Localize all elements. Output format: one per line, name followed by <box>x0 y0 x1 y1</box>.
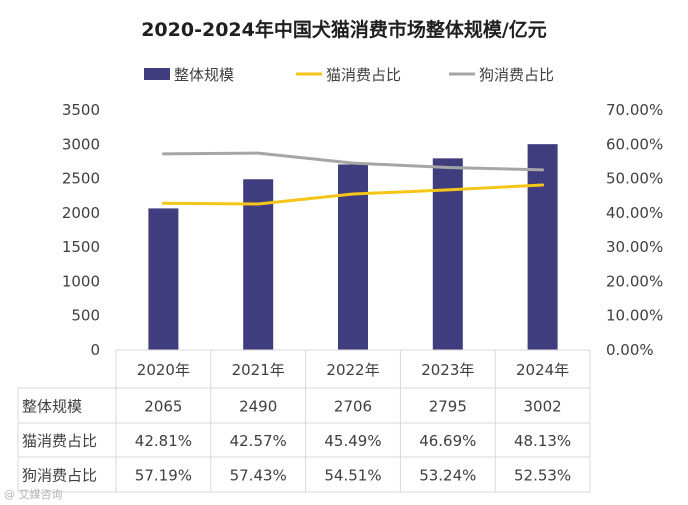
table-header-cell: 2023年 <box>421 361 474 379</box>
y-left-tick-label: 2500 <box>62 170 100 188</box>
bar-series <box>148 144 558 350</box>
table-cell: 57.19% <box>135 467 192 485</box>
watermark: @ 艾媒咨询 <box>4 487 63 501</box>
y-right-tick-label: 30.00% <box>606 238 663 256</box>
legend-label: 猫消费占比 <box>326 66 401 84</box>
table-cell: 52.53% <box>514 467 571 485</box>
bar-2020年 <box>148 208 179 350</box>
legend-label: 整体规模 <box>174 66 234 84</box>
y-right-tick-label: 20.00% <box>606 272 663 290</box>
y-right-tick-label: 10.00% <box>606 307 663 325</box>
y-left-tick-label: 500 <box>71 307 100 325</box>
y-left-tick-label: 1500 <box>62 238 100 256</box>
table-row-label: 狗消费占比 <box>22 467 97 485</box>
y-left-tick-label: 3000 <box>62 135 100 153</box>
table-cell: 53.24% <box>419 467 476 485</box>
bar-2024年 <box>527 144 558 350</box>
bar-2023年 <box>432 158 463 350</box>
table-header-cell: 2022年 <box>326 361 379 379</box>
legend-item-1: 猫消费占比 <box>296 66 401 84</box>
legend-item-2: 狗消费占比 <box>449 66 554 84</box>
table-cell: 3002 <box>524 398 562 416</box>
y-right-tick-label: 50.00% <box>606 170 663 188</box>
y-axis-left: 0 500 1000 1500 2000 2500 3000 3500 <box>62 101 100 359</box>
table-cell: 45.49% <box>324 432 381 450</box>
table-row-label: 猫消费占比 <box>22 432 97 450</box>
y-left-tick-label: 1000 <box>62 272 100 290</box>
table-header-cell: 2021年 <box>232 361 285 379</box>
table-header-cell: 2020年 <box>137 361 190 379</box>
y-right-tick-label: 60.00% <box>606 135 663 153</box>
table-cell: 57.43% <box>230 467 287 485</box>
y-right-tick-label: 70.00% <box>606 101 663 119</box>
table-cell: 48.13% <box>514 432 571 450</box>
table-cell: 2490 <box>239 398 277 416</box>
table-cell: 2795 <box>429 398 467 416</box>
legend-swatch-bar <box>144 68 170 80</box>
table-cell: 42.81% <box>135 432 192 450</box>
chart-title: 2020-2024年中国犬猫消费市场整体规模/亿元 <box>141 18 547 41</box>
y-right-tick-label: 40.00% <box>606 204 663 222</box>
bar-2021年 <box>243 179 274 350</box>
y-left-tick-label: 0 <box>90 341 100 359</box>
y-right-tick-label: 0.00% <box>606 341 654 359</box>
legend-label: 狗消费占比 <box>479 66 554 84</box>
line-series <box>161 151 545 206</box>
legend: 整体规模 猫消费占比 狗消费占比 <box>144 66 554 84</box>
y-left-tick-label: 2000 <box>62 204 100 222</box>
y-axis-right: 0.00% 10.00% 20.00% 30.00% 40.00% 50.00% 60.00… <box>606 101 663 359</box>
legend-item-0: 整体规模 <box>144 66 234 84</box>
y-left-tick-label: 3500 <box>62 101 100 119</box>
table-cell: 54.51% <box>324 467 381 485</box>
table-header-cell: 2024年 <box>516 361 569 379</box>
table-cell: 2065 <box>144 398 182 416</box>
table-row-label: 整体规模 <box>22 398 82 416</box>
table-cell: 46.69% <box>419 432 476 450</box>
table-cell: 42.57% <box>230 432 287 450</box>
table-cell: 2706 <box>334 398 372 416</box>
